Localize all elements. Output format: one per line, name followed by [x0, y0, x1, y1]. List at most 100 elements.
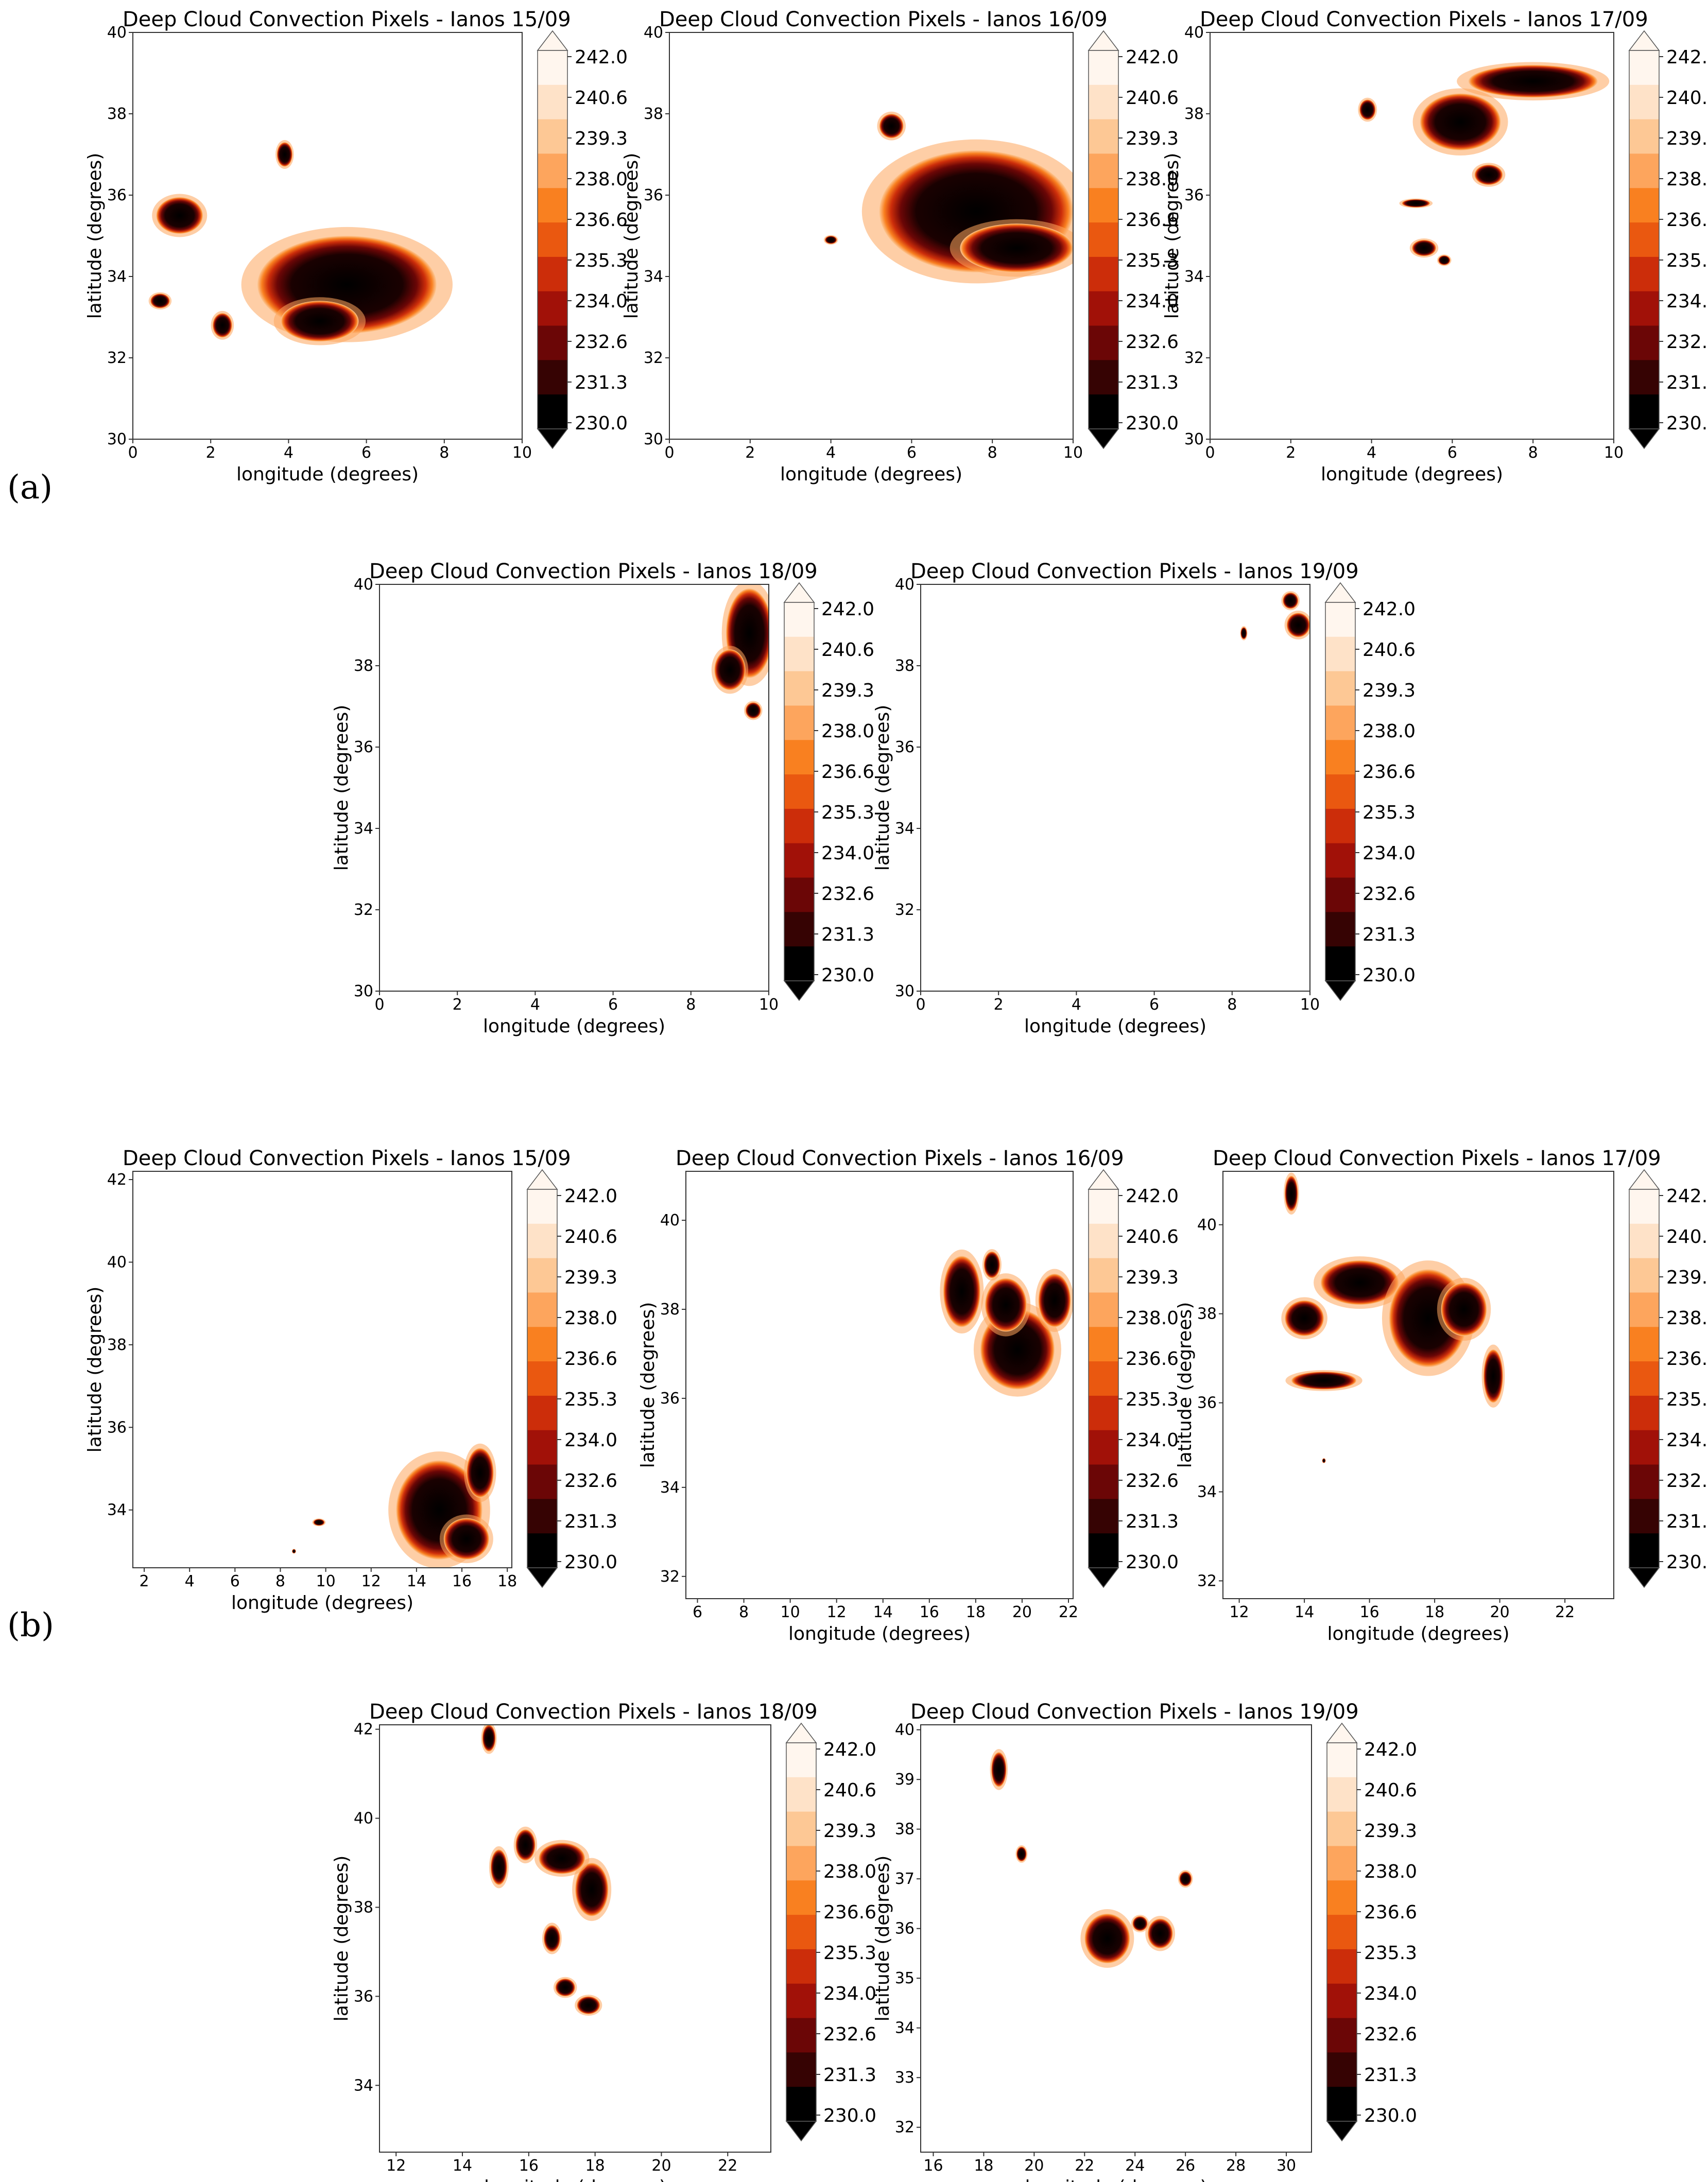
colorbar-tick-label: 235.3	[564, 1389, 617, 1410]
colorbar-swatch	[786, 2087, 816, 2122]
colorbar-swatch	[1629, 84, 1659, 120]
chart-panel-4: Deep Cloud Convection Pixels - Ianos 18/…	[331, 560, 874, 1037]
colorbar-tick-label: 231.3	[821, 924, 874, 945]
colorbar-swatch	[1089, 1292, 1118, 1327]
colorbar-tick-label: 232.6	[575, 332, 628, 353]
y-tick-label: 32	[895, 901, 915, 919]
cloud-blob	[1132, 1916, 1148, 1931]
colorbar-tick-label: 236.6	[1364, 1902, 1417, 1923]
cloud-blob	[960, 223, 1073, 273]
colorbar-swatch	[1325, 808, 1355, 844]
colorbar: 242.0 240.6 239.3 238.0 236.6 235.3 234.0 232.6…	[1324, 582, 1416, 1001]
y-tick-label: 40	[660, 1211, 680, 1229]
colorbar-swatch	[1629, 50, 1659, 85]
colorbar-tick-label: 234.0	[1666, 1430, 1708, 1451]
colorbar-tick-label: 242.0	[823, 1739, 876, 1760]
colorbar-tick-label: 236.6	[1126, 1348, 1179, 1370]
colorbar: 242.0 240.6 239.3 238.0 236.6 235.3 234.0 232.6…	[1326, 1722, 1417, 2142]
chart-title: Deep Cloud Convection Pixels - Ianos 19/…	[910, 560, 1359, 583]
colorbar-swatch	[1089, 1258, 1118, 1293]
y-axis-label: latitude (degrees)	[621, 153, 642, 319]
colorbar-tick-label: 234.0	[823, 1983, 876, 2004]
x-tick-label: 2	[1286, 444, 1296, 462]
colorbar-swatch	[786, 1949, 816, 1984]
colorbar-tick-label: 234.0	[1666, 291, 1708, 312]
x-tick-label: 4	[1072, 996, 1081, 1014]
cloud-blob	[1285, 1300, 1324, 1336]
colorbar-tick-label: 239.3	[575, 128, 628, 149]
x-tick-label: 2	[206, 444, 216, 462]
y-tick-label: 38	[895, 657, 915, 675]
x-tick-label: 12	[386, 2157, 406, 2175]
colorbar-swatch	[527, 1533, 557, 1568]
panel-label-a: (a)	[7, 469, 53, 507]
y-tick-label: 38	[1184, 105, 1204, 123]
x-tick-label: 0	[664, 444, 674, 462]
colorbar-swatch	[538, 222, 567, 257]
x-axis-label: longitude (degrees)	[483, 1016, 665, 1037]
colorbar-swatch	[1629, 1395, 1659, 1431]
colorbar: 242.0 240.6 239.3 238.0 236.6 235.3 234.0 232.6…	[1088, 1169, 1179, 1588]
y-tick-label: 33	[895, 2069, 915, 2087]
cloud-blob	[1016, 1846, 1027, 1862]
colorbar-swatch	[1089, 1327, 1118, 1362]
y-tick-label: 34	[644, 268, 663, 286]
colorbar-tick-label: 238.0	[823, 1861, 876, 1882]
cloud-blob	[515, 1829, 536, 1861]
colorbar-tick-label: 242.0	[1362, 599, 1416, 620]
chart-title: Deep Cloud Convection Pixels - Ianos 17/…	[1213, 1147, 1661, 1170]
colorbar-tick-label: 239.3	[1126, 1267, 1179, 1288]
x-tick-label: 8	[686, 996, 696, 1014]
colorbar-swatch	[538, 153, 567, 188]
y-tick-label: 38	[354, 657, 373, 675]
x-axis-label: longitude (degrees)	[231, 1592, 413, 1614]
colorbar-swatch	[527, 1327, 557, 1362]
cloud-blob	[1359, 99, 1376, 120]
cloud-blob	[466, 1448, 494, 1498]
y-tick-label: 36	[107, 186, 127, 204]
colorbar-swatch	[538, 325, 567, 360]
colorbar-tick-label: 230.0	[1666, 413, 1708, 434]
colorbar-swatch	[784, 808, 814, 844]
cloud-blob	[1084, 1913, 1130, 1964]
colorbar-tick-label: 235.3	[1666, 1389, 1708, 1410]
colorbar-extend-max	[526, 1169, 558, 1190]
colorbar-swatch	[1325, 705, 1355, 740]
colorbar-tick-label: 238.0	[1666, 1308, 1708, 1329]
x-tick-label: 20	[651, 2157, 671, 2175]
x-axis-label: longitude (degrees)	[780, 464, 962, 485]
y-tick-label: 40	[107, 24, 127, 42]
cloud-blob	[1412, 239, 1437, 256]
colorbar-tick-label: 234.0	[821, 843, 874, 864]
x-axis-label: longitude (degrees)	[1327, 1623, 1509, 1644]
x-tick-label: 22	[1059, 1603, 1078, 1621]
colorbar-swatch	[1327, 1949, 1357, 1984]
plot-area	[379, 584, 769, 991]
x-axis-label: longitude (degrees)	[788, 1623, 971, 1644]
chart-panel-9: Deep Cloud Convection Pixels - Ianos 18/…	[331, 1700, 876, 2182]
colorbar-swatch	[1327, 1915, 1357, 1950]
x-tick-label: 10	[512, 444, 532, 462]
cloud-blob	[1285, 1175, 1298, 1211]
cloud-blob	[1291, 1372, 1357, 1390]
colorbar-tick-label: 242.0	[564, 1186, 617, 1207]
y-tick-label: 42	[107, 1171, 127, 1189]
y-tick-label: 30	[895, 982, 915, 1000]
colorbar-swatch	[1089, 50, 1118, 85]
colorbar-swatch	[784, 774, 814, 809]
colorbar-extend-max	[1324, 582, 1356, 603]
colorbar-swatch	[786, 1915, 816, 1950]
x-tick-label: 0	[374, 996, 384, 1014]
x-tick-label: 8	[1528, 444, 1538, 462]
colorbar-swatch	[1629, 256, 1659, 292]
colorbar-tick-label: 240.6	[1126, 88, 1179, 109]
plot-area	[1223, 1171, 1614, 1599]
colorbar-swatch	[784, 602, 814, 637]
colorbar-swatch	[786, 2052, 816, 2087]
y-tick-label: 36	[1197, 1394, 1217, 1412]
colorbar-tick-label: 235.3	[1666, 250, 1708, 271]
cloud-blob	[1286, 613, 1310, 637]
colorbar-tick-label: 235.3	[1126, 1389, 1179, 1410]
colorbar-extend-max	[1326, 1722, 1358, 1743]
x-tick-label: 20	[1012, 1603, 1032, 1621]
